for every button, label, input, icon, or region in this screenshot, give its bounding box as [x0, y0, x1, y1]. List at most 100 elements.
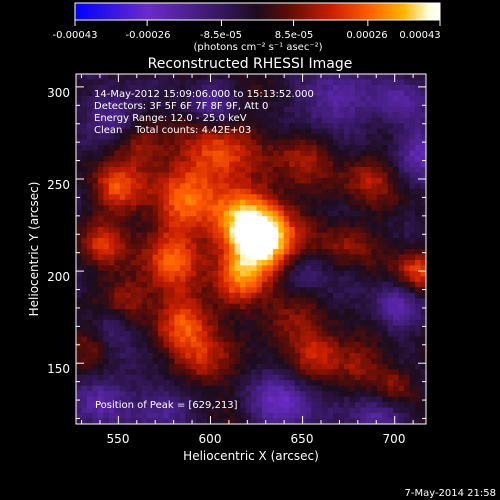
heatmap-cell — [86, 298, 93, 305]
heatmap-cell — [229, 418, 235, 425]
colorbar: -0.00043 -0.00026 -8.5e-05 8.5e-05 0.000… — [53, 2, 441, 53]
heatmap-cell — [283, 183, 290, 190]
heatmap-cell — [278, 259, 285, 266]
heatmap-cell — [185, 134, 192, 141]
heatmap-cell — [97, 243, 104, 250]
heatmap-cell — [240, 188, 246, 195]
heatmap-cell — [179, 270, 186, 277]
heatmap-cell — [316, 369, 323, 376]
heatmap-cell — [97, 134, 104, 141]
heatmap-cell — [300, 391, 307, 398]
heatmap-cell — [316, 314, 323, 321]
heatmap-cell — [256, 369, 263, 376]
heatmap-cell — [158, 232, 164, 239]
heatmap-cell — [196, 320, 203, 326]
heatmap-cell — [256, 336, 263, 343]
heatmap-cell — [168, 183, 175, 190]
heatmap-cell — [387, 374, 394, 381]
heatmap-cell — [179, 287, 186, 294]
heatmap-cell — [316, 320, 323, 326]
heatmap-cell — [212, 177, 219, 184]
heatmap-cell — [393, 199, 400, 206]
heatmap-cell — [92, 374, 99, 381]
heatmap-cell — [327, 320, 334, 326]
heatmap-cell — [404, 281, 410, 288]
heatmap-cell — [158, 95, 164, 102]
heatmap-cell — [114, 325, 121, 332]
heatmap-cell — [147, 221, 153, 228]
heatmap-cell — [387, 150, 394, 157]
heatmap-cell — [278, 199, 285, 206]
heatmap-cell — [289, 117, 296, 124]
heatmap-cell — [97, 249, 104, 255]
heatmap-cell — [415, 254, 421, 261]
heatmap-cell — [294, 298, 301, 305]
heatmap-cell — [240, 363, 246, 370]
heatmap-cell — [289, 314, 296, 321]
heatmap-cell — [212, 385, 219, 392]
heatmap-cell — [92, 281, 99, 288]
heatmap-cell — [256, 145, 263, 151]
heatmap-cell — [349, 418, 356, 425]
heatmap-cell — [360, 325, 367, 332]
heatmap-cell — [152, 336, 159, 343]
heatmap-cell — [201, 172, 208, 179]
heatmap-cell — [190, 374, 197, 381]
heatmap-cell — [300, 374, 307, 381]
heatmap-cell — [420, 391, 427, 398]
heatmap-cell — [207, 347, 214, 354]
heatmap-cell — [251, 396, 257, 403]
heatmap-cell — [409, 79, 416, 86]
heatmap-cell — [305, 95, 312, 102]
heatmap-cell — [147, 325, 153, 332]
heatmap-cell — [240, 106, 246, 113]
heatmap-cell — [365, 243, 372, 250]
heatmap-cell — [103, 210, 110, 217]
heatmap-cell — [305, 402, 312, 408]
heatmap-cell — [86, 407, 93, 414]
heatmap-cell — [141, 210, 148, 217]
heatmap-cell — [267, 199, 274, 206]
heatmap-cell — [218, 407, 225, 414]
heatmap-cell — [354, 221, 361, 228]
heatmap-cell — [360, 84, 367, 91]
heatmap-cell — [141, 391, 148, 398]
heatmap-cell — [201, 134, 208, 141]
heatmap-cell — [108, 374, 115, 381]
heatmap-cell — [136, 331, 143, 337]
heatmap-cell — [223, 281, 230, 288]
heatmap-cell — [86, 341, 93, 348]
heatmap-cell — [125, 221, 132, 228]
heatmap-cell — [338, 292, 345, 299]
heatmap-cell — [387, 380, 394, 387]
chart-title: Reconstructed RHESSI Image — [148, 56, 353, 72]
heatmap-cell — [245, 177, 252, 184]
heatmap-cell — [81, 150, 88, 157]
heatmap-cell — [212, 95, 219, 102]
heatmap-cell — [300, 407, 307, 414]
heatmap-cell — [158, 303, 164, 310]
heatmap-cell — [365, 396, 372, 403]
heatmap-cell — [365, 205, 372, 212]
heatmap-cell — [218, 194, 225, 201]
heatmap-cell — [81, 205, 88, 212]
heatmap-cell — [316, 156, 323, 162]
heatmap-cell — [119, 79, 126, 86]
heatmap-cell — [420, 150, 427, 157]
heatmap-cell — [289, 238, 296, 244]
heatmap-cell — [92, 341, 99, 348]
heatmap-cell — [168, 249, 175, 255]
heatmap-cell — [360, 210, 367, 217]
heatmap-cell — [218, 156, 225, 162]
heatmap-cell — [387, 358, 394, 365]
heatmap-cell — [376, 166, 383, 173]
heatmap-cell — [343, 325, 350, 332]
heatmap-cell — [398, 95, 405, 102]
heatmap-cell — [343, 363, 350, 370]
heatmap-cell — [327, 90, 334, 97]
heatmap-cell — [349, 227, 356, 233]
heatmap-cell — [371, 161, 378, 168]
heatmap-cell — [207, 150, 214, 157]
heatmap-cell — [398, 172, 405, 179]
heatmap-cell — [382, 90, 389, 97]
